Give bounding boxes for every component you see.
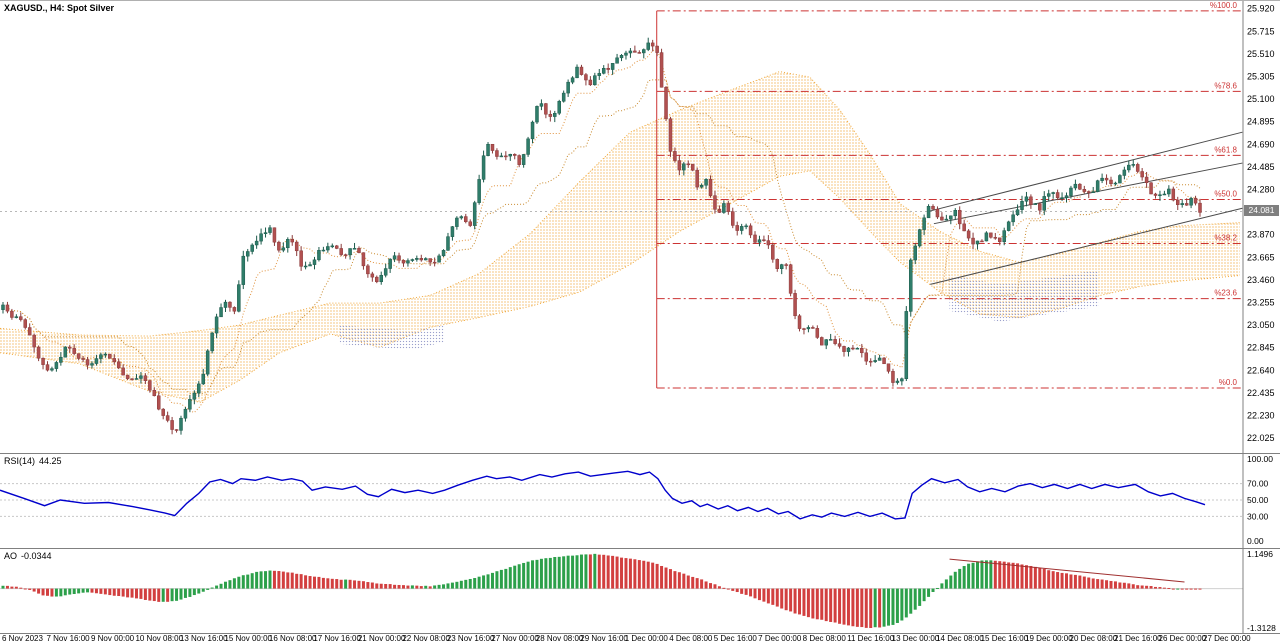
price-axis-label: 25.715 [1247,26,1275,36]
fib-level-label: %0.0 [1219,378,1238,387]
bid-price-badge: 24.081 [1244,205,1279,217]
time-axis-label: 6 Nov 2023 [2,634,43,642]
rsi-chart-canvas[interactable]: 100.00 70.00 50.00 30.00 0.00 [0,454,1280,548]
fib-level-label: %38.2 [1214,234,1237,243]
ao-chart-canvas[interactable]: 1.1496 -1.3128 [0,549,1280,633]
ao-indicator-name: AO [4,551,18,561]
fib-level-label: %61.8 [1214,145,1237,154]
time-axis-label: 15 Dec 16:00 [980,634,1029,642]
time-axis-label: 19 Dec 00:00 [1025,634,1073,642]
time-axis-label: 11 Dec 16:00 [847,634,895,642]
time-axis-label: 14 Dec 08:00 [936,634,984,642]
price-axis-label: 24.280 [1247,185,1275,195]
time-axis-label: 13 Nov 16:00 [179,634,228,642]
main-price-chart[interactable]: %100.0 %78.6 %61.8 %50.0 %38.2 %23.6 %0.0 25.92… [0,1,1280,453]
price-axis-label: 23.665 [1247,252,1275,262]
ichimoku-baselines [2,48,1201,414]
time-axis-label: 1 Dec 00:00 [624,634,668,642]
candlestick-chart-canvas[interactable]: %100.0 %78.6 %61.8 %50.0 %38.2 %23.6 %0.0 25.92… [0,1,1280,453]
time-axis-label: 9 Nov 00:00 [90,634,135,642]
time-axis-label: 4 Dec 08:00 [669,634,713,642]
ao-indicator-panel[interactable]: 1.1496 -1.3128 [0,548,1280,633]
rsi-axis-label: 0.00 [1247,536,1264,546]
time-axis-label: 5 Dec 16:00 [713,634,757,642]
rsi-axis-label: 50.00 [1247,495,1269,505]
ao-histogram [1,553,1202,629]
ao-axis-label: 1.1496 [1247,549,1273,559]
fib-level-label: %23.6 [1214,289,1237,298]
fib-level-label: %50.0 [1214,189,1237,198]
fib-level-label: %100.0 [1210,1,1238,10]
ao-indicator-value: -0.0344 [21,551,52,561]
rsi-indicator-name: RSI(14) [4,456,36,466]
ichimoku-cloud [0,71,1240,403]
time-axis[interactable]: 6 Nov 2023 7 Nov 16:00 9 Nov 00:00 10 Nov 0… [0,633,1280,642]
price-axis-label: 25.305 [1247,72,1275,82]
price-axis-label: 24.485 [1247,162,1275,172]
price-axis-label: 22.435 [1247,388,1275,398]
rsi-level-lines [0,483,1243,517]
price-axis-label: 25.920 [1247,4,1275,14]
price-axis-label: 23.255 [1247,298,1275,308]
fibonacci-retracement: %100.0 %78.6 %61.8 %50.0 %38.2 %23.6 %0.0 [656,1,1243,389]
price-axis-label: 24.895 [1247,117,1275,127]
time-axis-label: 21 Dec 16:00 [1114,634,1162,642]
time-axis-label: 10 Nov 08:00 [135,634,184,642]
time-axis-label: 27 Nov 00:00 [491,634,539,642]
candles-layer[interactable] [1,37,1202,435]
price-axis-label: 23.870 [1247,230,1275,240]
time-axis-label: 13 Dec 00:00 [891,634,940,642]
price-axis-label: 22.230 [1247,411,1275,421]
time-axis-label: 23 Nov 16:00 [446,634,495,642]
price-axis-label: 22.640 [1247,365,1275,375]
time-axis-label: 21 Nov 00:00 [357,634,406,642]
ao-axis-label: -1.3128 [1247,623,1276,633]
rsi-indicator-panel[interactable]: 100.00 70.00 50.00 30.00 0.00 [0,453,1280,548]
price-axis-label: 25.510 [1247,49,1275,59]
time-axis-label: 28 Nov 08:00 [535,634,584,642]
time-axis-label: 17 Nov 16:00 [313,634,361,642]
time-axis-label: 15 Nov 00:00 [224,634,272,642]
price-axis: 25.920 25.715 25.510 25.305 25.100 24.895 24.6… [1247,4,1275,443]
ao-indicator-label: AO -0.0344 [4,551,52,561]
rsi-indicator-value: 44.25 [39,456,62,466]
time-axis-label: 22 Nov 08:00 [402,634,450,642]
symbol-title-label: XAGUSD., H4: Spot Silver [4,3,115,13]
ao-trendline [949,558,1185,583]
rsi-axis-label: 100.00 [1247,454,1273,464]
time-axis-label: 20 Dec 08:00 [1069,634,1118,642]
price-axis-label: 25.100 [1247,94,1275,104]
time-axis-label: 27 Dec 00:00 [1203,634,1251,642]
time-axis-label: 7 Dec 00:00 [758,634,802,642]
rsi-axis-label: 30.00 [1247,511,1269,521]
price-axis-label: 23.050 [1247,320,1275,330]
time-axis-label: 7 Nov 16:00 [46,634,90,642]
price-axis-label: 22.025 [1247,433,1275,443]
rsi-line [0,470,1206,520]
price-axis-label: 22.845 [1247,343,1275,353]
rsi-axis-label: 70.00 [1247,479,1269,489]
time-axis-label: 26 Dec 00:00 [1158,634,1207,642]
fib-level-label: %78.6 [1214,81,1237,90]
rsi-indicator-label: RSI(14) 44.25 [4,456,62,466]
trend-channel [927,131,1243,285]
time-axis-label: 8 Dec 08:00 [802,634,846,642]
time-axis-label: 16 Nov 08:00 [268,634,317,642]
price-axis-label: 24.690 [1247,139,1275,149]
price-axis-label: 23.460 [1247,275,1275,285]
time-axis-label: 29 Nov 16:00 [580,634,628,642]
